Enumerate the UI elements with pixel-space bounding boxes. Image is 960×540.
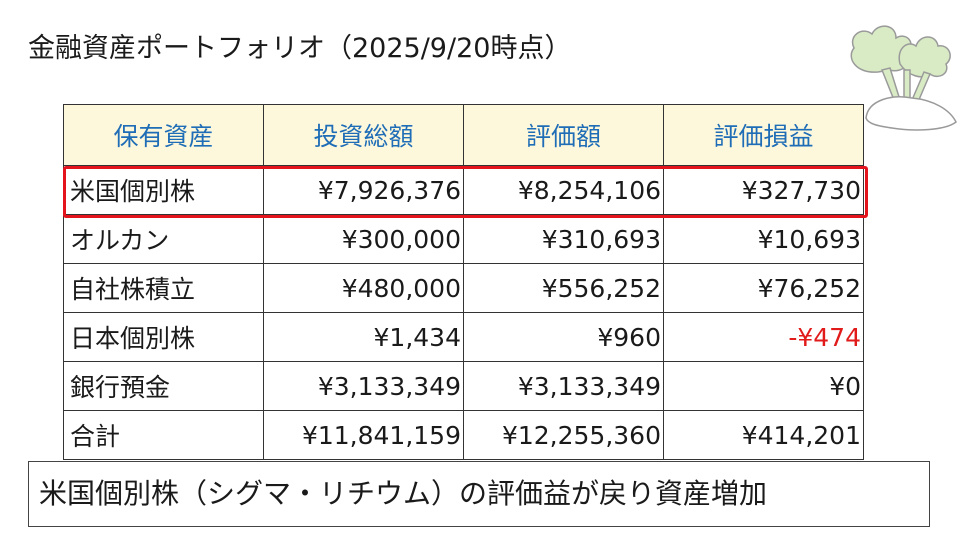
valuation-amount: ¥556,252 [463,263,664,313]
total-valuation: ¥12,255,360 [463,410,664,460]
asset-name: 自社株積立 [63,263,264,313]
invested-amount: ¥300,000 [263,214,464,264]
total-invested: ¥11,841,159 [263,410,464,460]
table-row: 銀行預金 ¥3,133,349 ¥3,133,349 ¥0 [63,361,864,411]
valuation-amount: ¥3,133,349 [463,361,664,411]
valuation-amount: ¥8,254,106 [463,165,664,215]
asset-name: オルカン [63,214,264,264]
pnl-amount: ¥76,252 [663,263,864,313]
asset-name: 日本個別株 [63,312,264,362]
total-pnl: ¥414,201 [663,410,864,460]
table-row: オルカン ¥300,000 ¥310,693 ¥10,693 [63,214,864,264]
header-valuation: 評価額 [463,104,664,166]
pnl-amount-negative: -¥474 [663,312,864,362]
invested-amount: ¥3,133,349 [263,361,464,411]
turnip-icon [850,25,957,131]
pnl-amount: ¥327,730 [663,165,864,215]
invested-amount: ¥7,926,376 [263,165,464,215]
valuation-amount: ¥960 [463,312,664,362]
summary-text: 米国個別株（シグマ・リチウム）の評価益が戻り資産増加 [39,477,768,510]
header-asset: 保有資産 [63,104,264,166]
table-total-row: 合計 ¥11,841,159 ¥12,255,360 ¥414,201 [63,410,864,460]
pnl-amount: ¥10,693 [663,214,864,264]
table-row: 自社株積立 ¥480,000 ¥556,252 ¥76,252 [63,263,864,313]
table-header-row: 保有資産 投資総額 評価額 評価損益 [63,104,864,166]
header-pnl: 評価損益 [663,104,864,166]
asset-name: 米国個別株 [63,165,264,215]
summary-box: 米国個別株（シグマ・リチウム）の評価益が戻り資産増加 [28,461,930,527]
pnl-amount: ¥0 [663,361,864,411]
valuation-amount: ¥310,693 [463,214,664,264]
portfolio-table: 保有資産 投資総額 評価額 評価損益 米国個別株 ¥7,926,376 ¥8,2… [63,104,864,460]
table-row: 日本個別株 ¥1,434 ¥960 -¥474 [63,312,864,362]
page-title: 金融資産ポートフォリオ（2025/9/20時点） [28,33,572,64]
invested-amount: ¥480,000 [263,263,464,313]
total-label: 合計 [63,410,264,460]
invested-amount: ¥1,434 [263,312,464,362]
table-row: 米国個別株 ¥7,926,376 ¥8,254,106 ¥327,730 [63,165,864,215]
header-invested: 投資総額 [263,104,464,166]
asset-name: 銀行預金 [63,361,264,411]
